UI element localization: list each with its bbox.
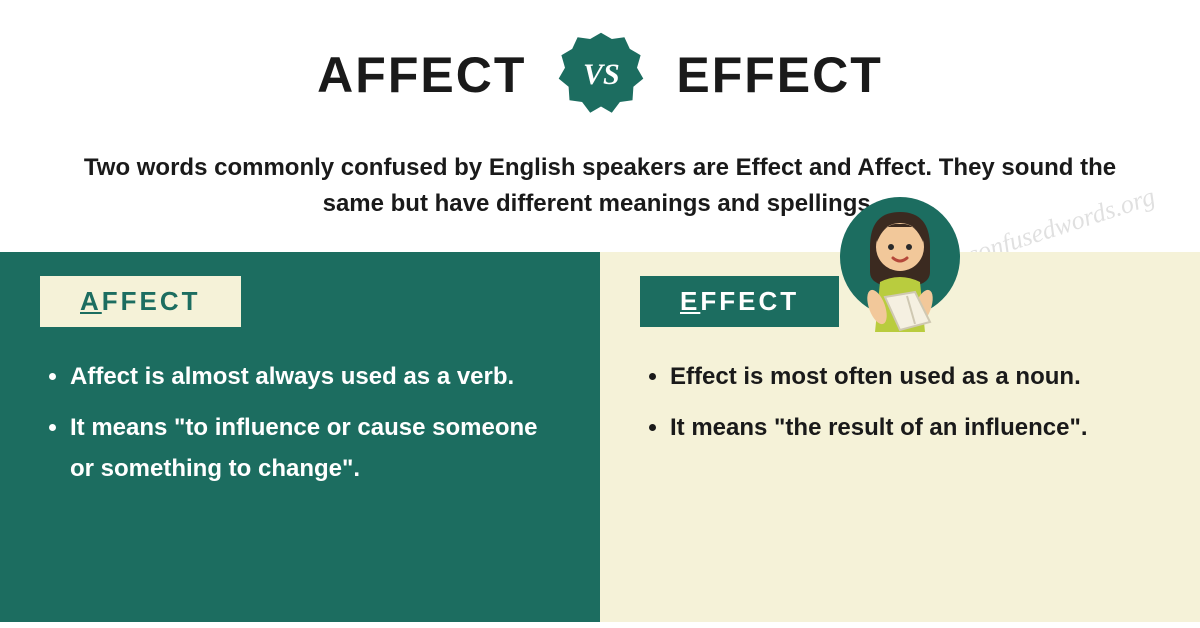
right-tab-rest: FFECT: [700, 286, 799, 316]
right-tab: EFFECT: [640, 276, 839, 327]
girl-reading-icon: [835, 192, 965, 347]
list-item: It means "to influence or cause someone …: [70, 408, 560, 490]
title-right: EFFECT: [676, 46, 882, 104]
list-item: It means "the result of an influence".: [670, 408, 1160, 449]
left-tab-underline: A: [80, 286, 102, 316]
left-tab: AFFECT: [40, 276, 241, 327]
list-item: Effect is most often used as a noun.: [670, 357, 1160, 398]
left-bullets: Affect is almost always used as a verb. …: [40, 357, 560, 489]
vs-text: VS: [583, 58, 620, 92]
list-item: Affect is almost always used as a verb.: [70, 357, 560, 398]
intro-text: Two words commonly confused by English s…: [0, 140, 1200, 252]
header: AFFECT VS EFFECT: [0, 0, 1200, 140]
right-tab-underline: E: [680, 286, 700, 316]
right-bullets: Effect is most often used as a noun. It …: [640, 357, 1160, 449]
columns-wrap: AFFECT Affect is almost always used as a…: [0, 252, 1200, 622]
left-tab-rest: FFECT: [102, 286, 201, 316]
title-left: AFFECT: [317, 46, 526, 104]
vs-badge: VS: [556, 30, 646, 120]
left-panel: AFFECT Affect is almost always used as a…: [0, 252, 600, 622]
right-panel: EFFECT Effect is most often used as a no…: [600, 252, 1200, 622]
